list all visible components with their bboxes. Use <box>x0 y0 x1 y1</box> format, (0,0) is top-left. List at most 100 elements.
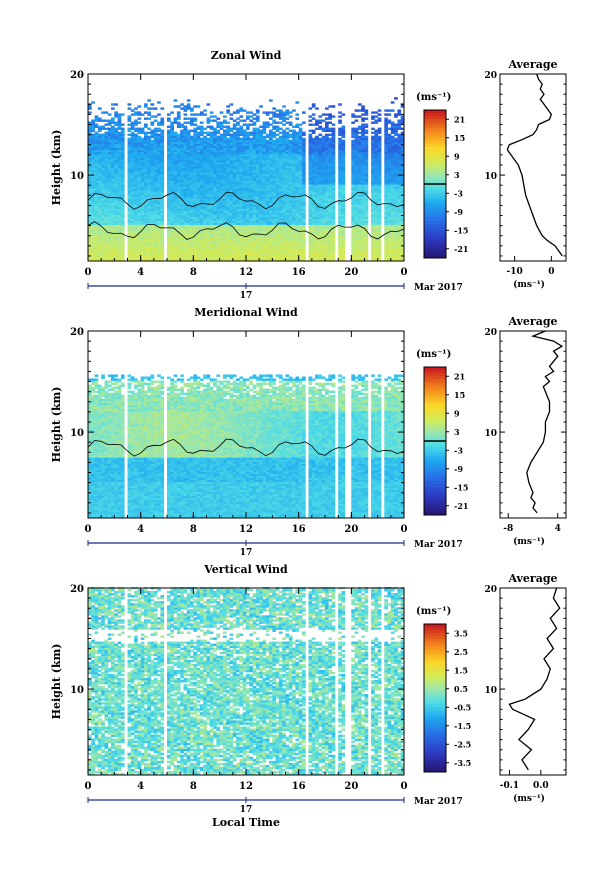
heatmap-cell <box>282 210 286 213</box>
heatmap-cell <box>176 204 181 207</box>
heatmap-cell <box>193 105 197 108</box>
heatmap-cell <box>265 139 270 143</box>
heatmap-cell <box>147 246 151 250</box>
heatmap-cell <box>150 244 155 248</box>
heatmap-cell <box>209 214 214 217</box>
heatmap-cell <box>308 141 313 145</box>
heatmap-cell <box>206 117 211 120</box>
heatmap-cell <box>173 212 178 215</box>
heatmap-cell <box>127 198 132 201</box>
heatmap-cell <box>140 222 145 225</box>
heatmap-cell <box>308 153 313 157</box>
heatmap-cell <box>259 188 263 191</box>
heatmap-cell <box>255 190 260 193</box>
heatmap-cell <box>193 200 197 203</box>
heatmap-cell <box>308 196 313 199</box>
heatmap-cell <box>153 170 158 173</box>
heatmap-cell <box>311 180 316 183</box>
heatmap-cell <box>328 246 332 250</box>
heatmap-cell <box>130 238 135 242</box>
heatmap-cell <box>203 194 207 197</box>
heatmap-cell <box>255 161 260 165</box>
heatmap-cell <box>150 139 155 143</box>
heatmap-cell <box>176 135 181 139</box>
heatmap-cell <box>180 131 184 134</box>
heatmap-cell <box>111 161 115 165</box>
heatmap-cell <box>170 174 174 177</box>
heatmap-cell <box>288 208 293 211</box>
heatmap-cell <box>160 248 165 252</box>
heatmap-cell <box>275 214 280 217</box>
heatmap-cell <box>107 168 112 171</box>
heatmap-cell <box>232 204 237 207</box>
heatmap-cell <box>308 212 313 215</box>
heatmap-cell <box>328 133 332 136</box>
heatmap-cell <box>196 208 201 211</box>
heatmap-cell <box>97 228 102 232</box>
heatmap-cell <box>137 149 142 153</box>
heatmap-cell <box>282 178 286 181</box>
heatmap-cell <box>190 188 194 191</box>
heatmap-cell <box>219 121 224 124</box>
heatmap-cell <box>259 254 263 258</box>
heatmap-cell <box>203 186 207 189</box>
heatmap-cell <box>127 224 132 227</box>
heatmap-cell <box>140 216 145 219</box>
heatmap-cell <box>140 257 145 260</box>
heatmap-cell <box>223 212 227 215</box>
heatmap-cell <box>147 248 151 252</box>
heatmap-cell <box>101 186 105 189</box>
heatmap-cell <box>338 240 342 244</box>
heatmap-cell <box>97 248 102 252</box>
heatmap-cell <box>272 230 276 234</box>
heatmap-cell <box>114 248 118 252</box>
heatmap-cell <box>265 259 270 262</box>
heatmap-cell <box>278 155 283 159</box>
heatmap-cell <box>88 121 92 124</box>
heatmap-cell <box>144 252 148 256</box>
heatmap-cell <box>160 192 165 195</box>
heatmap-cell <box>104 202 109 205</box>
heatmap-cell <box>206 139 211 143</box>
heatmap-cell <box>246 161 250 165</box>
heatmap-cell <box>114 202 118 205</box>
heatmap-cell <box>302 202 306 205</box>
heatmap-cell <box>295 188 300 191</box>
heatmap-cell <box>259 218 263 221</box>
heatmap-cell <box>318 238 323 242</box>
heatmap-cell <box>308 254 313 258</box>
heatmap-cell <box>255 254 260 258</box>
heatmap-cell <box>111 145 115 149</box>
heatmap-cell <box>269 210 273 213</box>
heatmap-cell <box>114 127 118 130</box>
heatmap-cell <box>173 105 178 108</box>
heatmap-cell <box>246 220 250 223</box>
heatmap-cell <box>199 121 204 124</box>
heatmap-cell <box>265 151 270 155</box>
heatmap-cell <box>137 248 142 252</box>
heatmap-cell <box>252 218 257 221</box>
heatmap-cell <box>111 202 115 205</box>
heatmap-cell <box>111 147 115 151</box>
heatmap-cell <box>321 147 326 151</box>
heatmap-cell <box>269 236 273 240</box>
heatmap-cell <box>298 151 303 155</box>
heatmap-cell <box>140 184 145 187</box>
heatmap-cell <box>325 127 329 130</box>
heatmap-cell <box>150 204 155 207</box>
heatmap-cell <box>259 206 263 209</box>
heatmap-cell <box>325 149 329 153</box>
heatmap-cell <box>265 246 270 250</box>
heatmap-cell <box>242 244 247 248</box>
heatmap-cell <box>120 259 125 262</box>
heatmap-cell <box>275 133 280 136</box>
heatmap-cell <box>206 168 211 171</box>
heatmap-cell <box>144 220 148 223</box>
heatmap-cell <box>183 139 188 143</box>
heatmap-cell <box>321 238 326 242</box>
heatmap-cell <box>111 192 115 195</box>
heatmap-cell <box>186 145 191 149</box>
heatmap-cell <box>272 155 276 159</box>
heatmap-cell <box>170 131 174 134</box>
heatmap-cell <box>239 190 244 193</box>
